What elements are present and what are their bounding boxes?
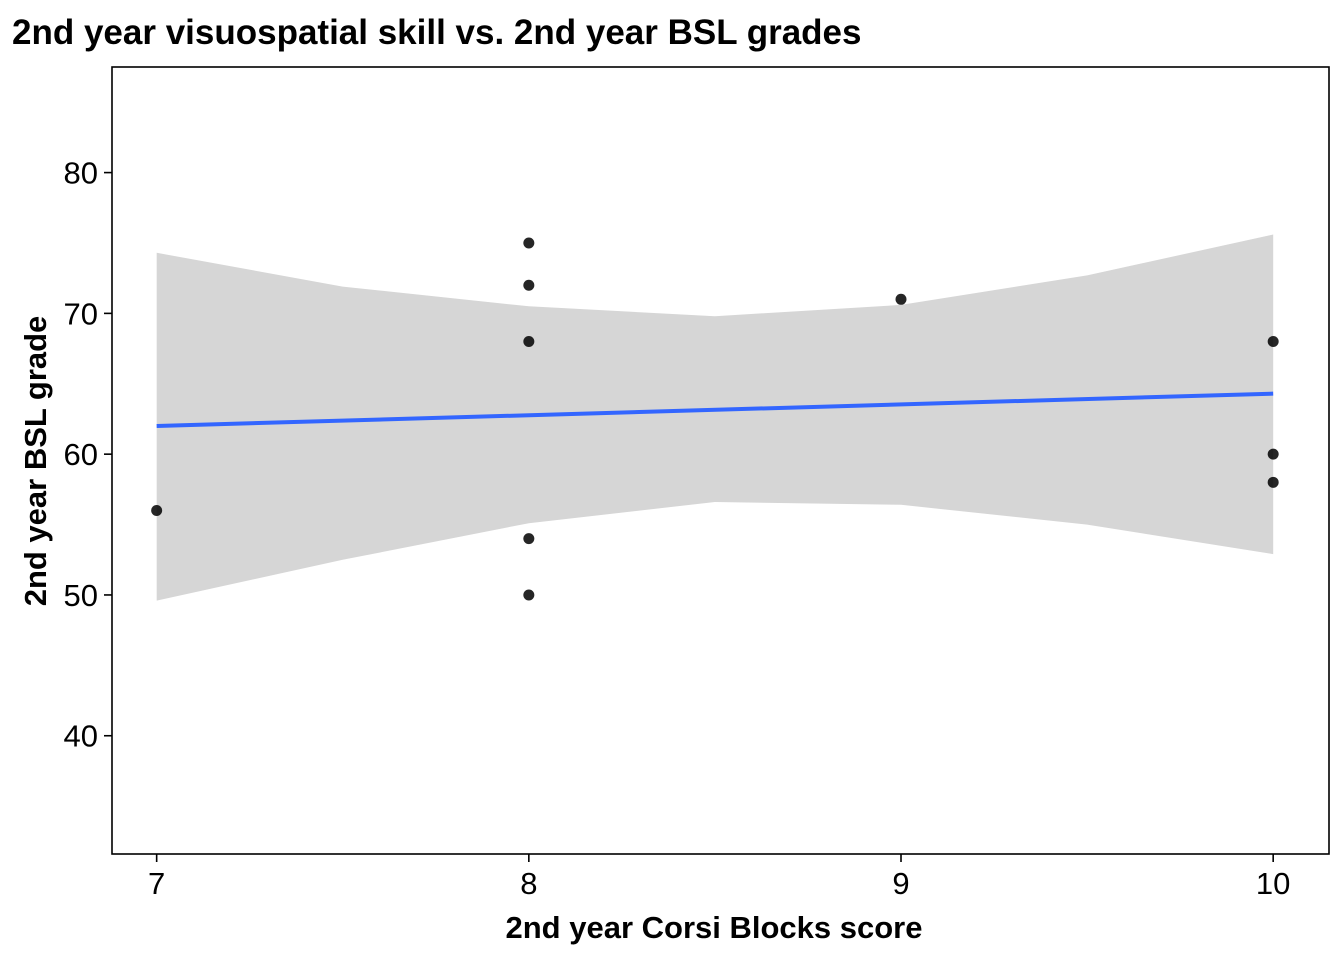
axes: 7 8 9 10 40 50 60 70 80 — [64, 66, 1330, 901]
data-point-9 — [1267, 448, 1279, 460]
y-tick-label-50: 50 — [64, 578, 98, 613]
x-axis-title: 2nd year Corsi Blocks score — [506, 910, 923, 945]
x-tick-label-8: 8 — [520, 866, 537, 901]
y-axis-title: 2nd year BSL grade — [18, 316, 53, 607]
data-point-5 — [523, 533, 535, 545]
chart-title: 2nd year visuospatial skill vs. 2nd year… — [12, 13, 861, 52]
data-point-7 — [895, 293, 907, 305]
data-point-6 — [523, 589, 535, 601]
y-tick-label-40: 40 — [64, 719, 98, 754]
data-point-4 — [523, 336, 535, 348]
y-tick-label-60: 60 — [64, 437, 98, 472]
confidence-band — [156, 234, 1274, 601]
plot-area — [151, 234, 1279, 601]
data-point-3 — [523, 279, 535, 291]
data-point-1 — [151, 504, 163, 516]
regression-line — [156, 391, 1274, 429]
panel-border — [111, 66, 1330, 855]
data-point-8 — [1267, 336, 1279, 348]
x-tick-label-10: 10 — [1256, 866, 1290, 901]
y-tick-label-70: 70 — [64, 296, 98, 331]
x-tick-label-9: 9 — [892, 866, 909, 901]
data-point-10 — [1267, 476, 1279, 488]
data-point-2 — [523, 237, 535, 249]
y-tick-label-80: 80 — [64, 156, 98, 191]
x-tick-label-7: 7 — [148, 866, 165, 901]
